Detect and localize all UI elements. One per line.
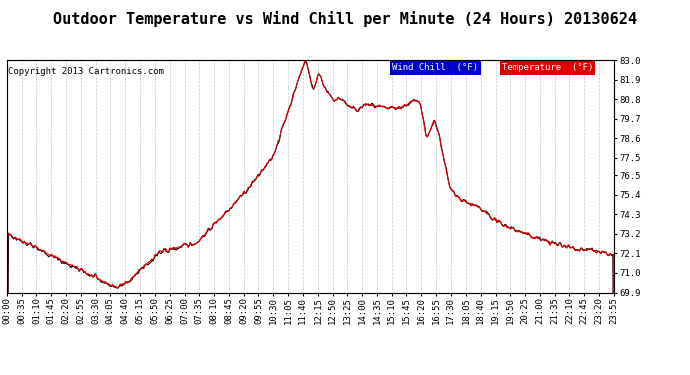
- Text: Temperature  (°F): Temperature (°F): [502, 63, 593, 72]
- Text: Copyright 2013 Cartronics.com: Copyright 2013 Cartronics.com: [8, 67, 164, 76]
- Text: Outdoor Temperature vs Wind Chill per Minute (24 Hours) 20130624: Outdoor Temperature vs Wind Chill per Mi…: [53, 11, 637, 27]
- Text: Wind Chill  (°F): Wind Chill (°F): [393, 63, 478, 72]
